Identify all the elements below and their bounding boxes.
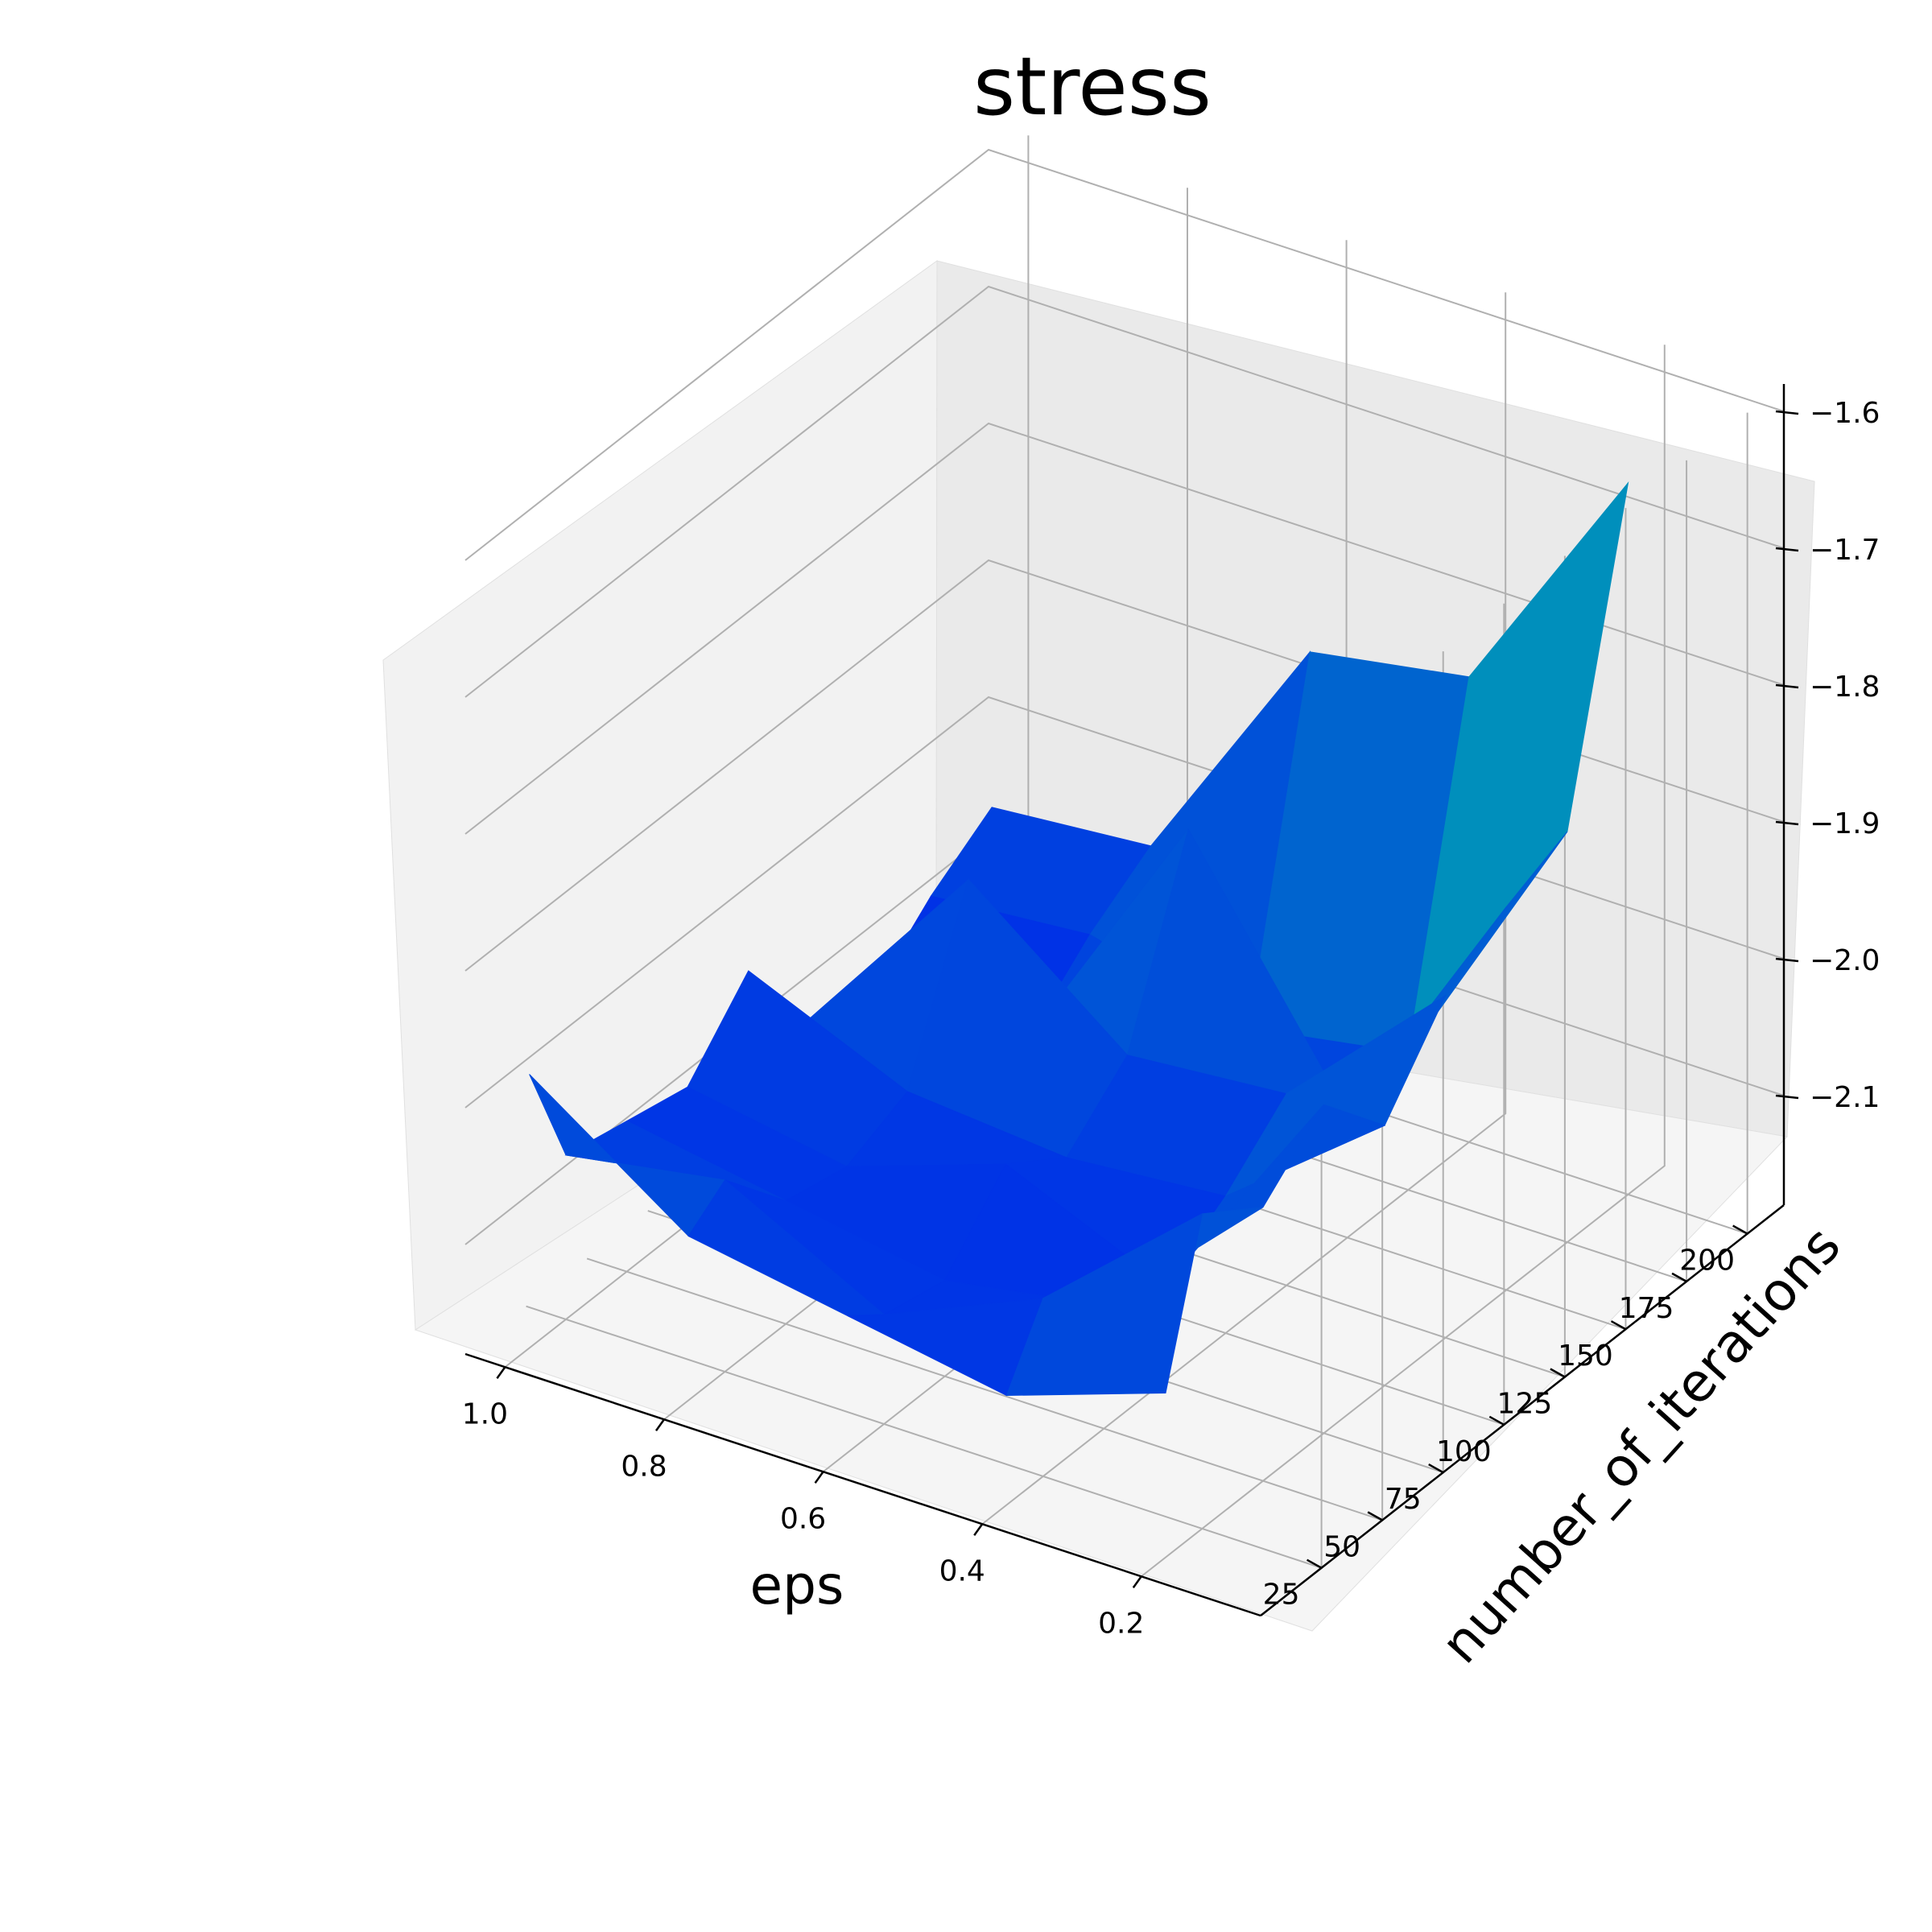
y-tick-label: 50 bbox=[1323, 1530, 1360, 1563]
z-tick-label: −1.9 bbox=[1810, 807, 1880, 840]
z-grid-line bbox=[464, 422, 1785, 835]
x-tick-label: 0.2 bbox=[1098, 1607, 1144, 1640]
y-tick-label: 125 bbox=[1497, 1387, 1553, 1420]
y-tick-label: 100 bbox=[1436, 1435, 1492, 1468]
z-tick-mark bbox=[1775, 1094, 1799, 1100]
x-tick-mark bbox=[1132, 1575, 1142, 1588]
y-tick-label: 75 bbox=[1385, 1483, 1422, 1516]
x-grid-line bbox=[1141, 345, 1666, 1578]
x-tick-label: 0.8 bbox=[621, 1450, 667, 1483]
z-tick-mark bbox=[1775, 410, 1799, 415]
y-tick-mark bbox=[1732, 1224, 1748, 1235]
z-tick-label: −2.0 bbox=[1810, 944, 1880, 977]
z-tick-label: −1.7 bbox=[1810, 534, 1880, 567]
y-tick-label: 25 bbox=[1263, 1579, 1300, 1612]
y-tick-label: 200 bbox=[1679, 1245, 1735, 1278]
x-tick-label: 0.4 bbox=[939, 1554, 985, 1587]
y-tick-label: 175 bbox=[1619, 1292, 1674, 1325]
x-axis-line bbox=[464, 1352, 1261, 1617]
y-tick-mark bbox=[1671, 1272, 1687, 1282]
z-grid-line bbox=[464, 148, 1785, 561]
x-tick-mark bbox=[496, 1366, 506, 1379]
x-tick-label: 0.6 bbox=[780, 1502, 826, 1535]
y-tick-mark bbox=[1367, 1511, 1383, 1521]
x-tick-mark bbox=[973, 1523, 984, 1536]
x-tick-mark bbox=[654, 1418, 666, 1431]
x-tick-label: 1.0 bbox=[462, 1397, 508, 1430]
z-tick-label: −1.8 bbox=[1810, 671, 1880, 704]
y-tick-mark bbox=[1610, 1320, 1627, 1331]
chart-title: stress bbox=[973, 39, 1212, 134]
surface-mesh bbox=[529, 481, 1629, 1397]
y-axis-line bbox=[1260, 1204, 1785, 1616]
z-tick-mark bbox=[1775, 957, 1799, 963]
z-tick-label: −1.6 bbox=[1810, 397, 1880, 430]
y-tick-mark bbox=[1306, 1558, 1323, 1569]
axis-lines bbox=[464, 384, 1785, 1617]
x-tick-mark bbox=[814, 1471, 824, 1484]
x-axis-label: eps bbox=[750, 1554, 844, 1616]
surface-face bbox=[1005, 1212, 1203, 1397]
y-tick-label: 150 bbox=[1558, 1340, 1613, 1373]
y-tick-mark bbox=[1428, 1463, 1444, 1474]
y-tick-mark bbox=[1550, 1368, 1566, 1378]
z-tick-mark bbox=[1775, 683, 1799, 689]
y-tick-mark bbox=[1488, 1415, 1505, 1426]
z-grid-line bbox=[464, 285, 1785, 698]
z-tick-label: −2.1 bbox=[1810, 1081, 1880, 1114]
z-tick-mark bbox=[1775, 547, 1799, 552]
z-tick-mark bbox=[1775, 820, 1799, 826]
